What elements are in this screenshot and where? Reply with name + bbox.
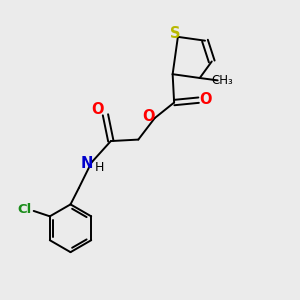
Text: O: O: [199, 92, 211, 107]
Text: O: O: [91, 102, 103, 117]
Text: CH₃: CH₃: [211, 74, 233, 87]
Text: H: H: [95, 161, 104, 174]
Text: S: S: [169, 26, 180, 41]
Text: Cl: Cl: [18, 203, 32, 216]
Text: O: O: [142, 109, 155, 124]
Text: N: N: [81, 156, 93, 171]
